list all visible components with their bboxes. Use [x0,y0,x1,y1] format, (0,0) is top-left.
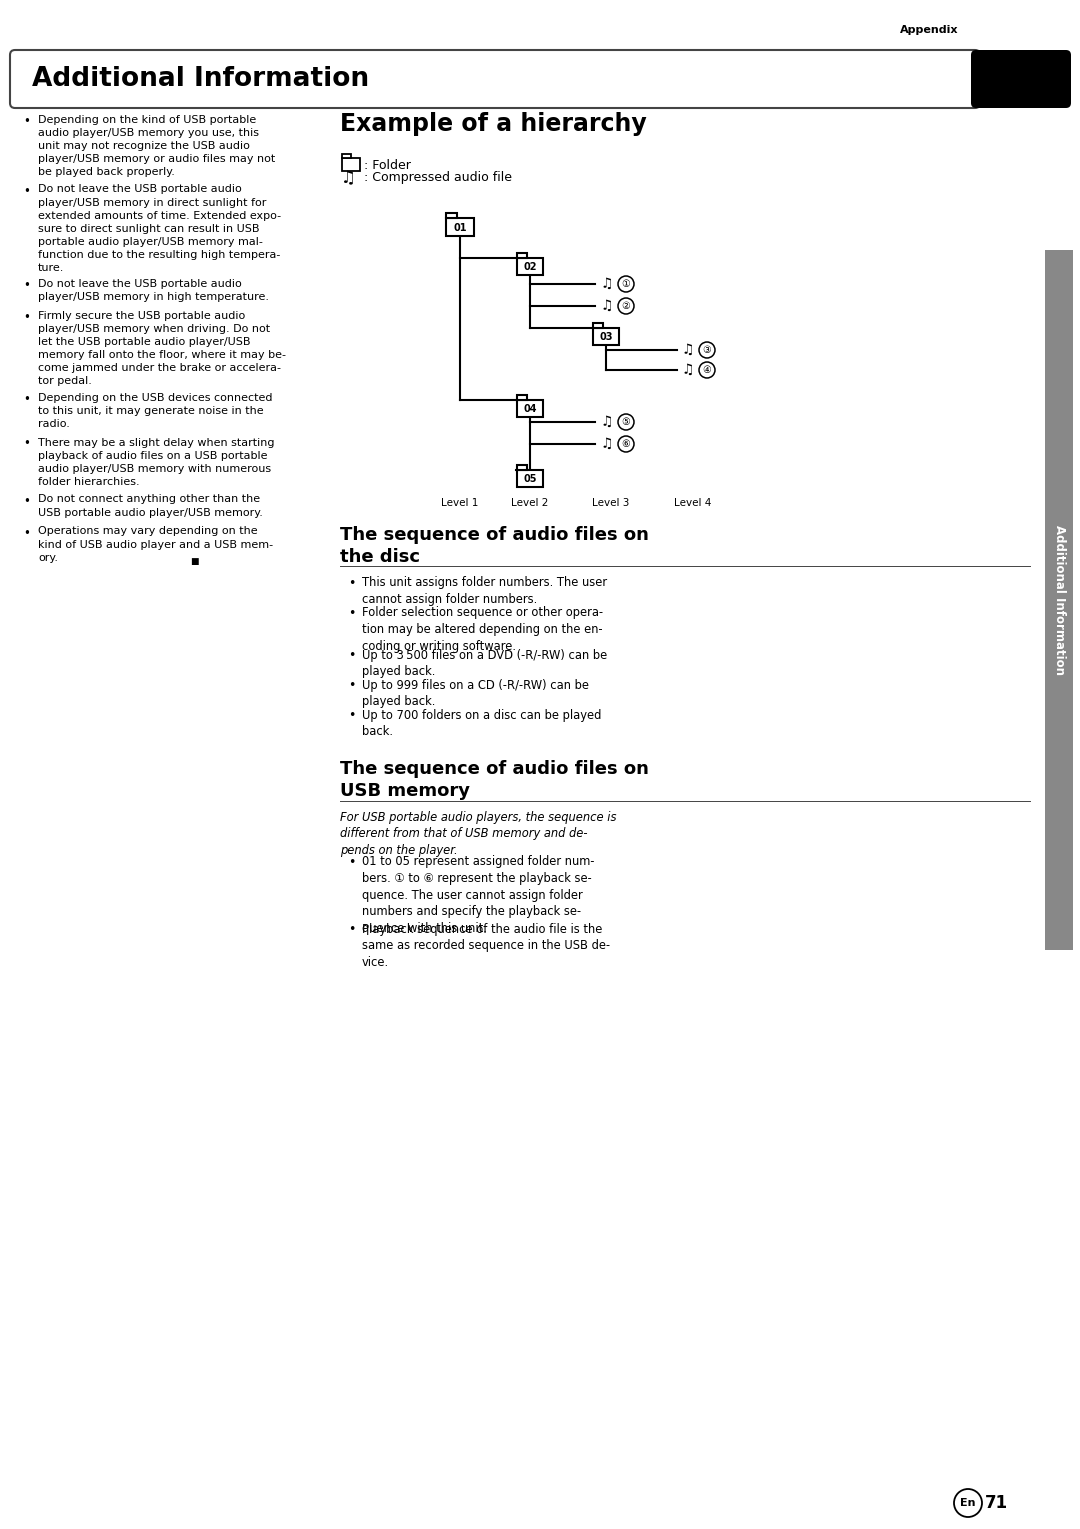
Text: 71: 71 [985,1494,1008,1512]
Bar [342,157,360,171]
Text: •: • [348,576,355,590]
Text: Up to 3 500 files on a DVD (-R/-RW) can be
played back.: Up to 3 500 files on a DVD (-R/-RW) can … [362,648,607,679]
Bar [342,154,351,157]
Text: ④: ④ [703,365,712,375]
Text: Operations may vary depending on the
kind of USB audio player and a USB mem-
ory: Operations may vary depending on the kin… [38,526,273,563]
Text: ①: ① [622,278,631,289]
Circle shape [618,298,634,313]
Text: •: • [348,856,355,868]
Text: There may be a slight delay when starting
playback of audio files on a USB porta: There may be a slight delay when startin… [38,437,274,486]
Text: Appendix: Appendix [900,24,959,35]
Text: ②: ② [622,301,631,310]
Text: •: • [348,650,355,662]
Text: : Compressed audio file: : Compressed audio file [364,171,512,185]
Text: Folder selection sequence or other opera-
tion may be altered depending on the e: Folder selection sequence or other opera… [362,605,603,653]
Text: •: • [348,924,355,936]
Text: ♫: ♫ [681,342,694,356]
Text: ■: ■ [190,557,199,566]
Text: ♫: ♫ [600,277,613,291]
FancyBboxPatch shape [10,50,980,109]
Text: En: En [960,1498,975,1508]
Text: Level 1: Level 1 [442,498,478,508]
Text: •: • [348,709,355,723]
Text: For USB portable audio players, the sequence is
different from that of USB memor: For USB portable audio players, the sequ… [340,810,617,858]
Text: •: • [23,185,30,197]
Text: ♫: ♫ [600,300,613,313]
Text: 05: 05 [523,474,537,485]
FancyBboxPatch shape [971,50,1071,109]
Circle shape [954,1489,982,1517]
Text: Up to 700 folders on a disc can be played
back.: Up to 700 folders on a disc can be playe… [362,708,602,739]
Bar [1045,251,1074,950]
Text: ♫: ♫ [600,437,613,451]
Text: Do not leave the USB portable audio
player/USB memory in high temperature.: Do not leave the USB portable audio play… [38,278,269,303]
Text: This unit assigns folder numbers. The user
cannot assign folder numbers.: This unit assigns folder numbers. The us… [362,576,607,605]
Text: 04: 04 [523,405,537,414]
Text: •: • [23,278,30,292]
Text: 02: 02 [523,263,537,272]
Text: •: • [348,607,355,619]
Text: 01: 01 [454,223,467,232]
Text: Depending on the USB devices connected
to this unit, it may generate noise in th: Depending on the USB devices connected t… [38,393,272,430]
Text: •: • [23,310,30,324]
Bar [517,465,527,469]
Bar [593,329,619,346]
Text: ♫: ♫ [600,414,613,430]
Text: ♫: ♫ [681,362,694,378]
Text: •: • [23,437,30,451]
Bar [517,401,543,417]
Bar [517,394,527,401]
Circle shape [618,414,634,430]
Text: : Folder: : Folder [364,159,410,171]
Circle shape [618,277,634,292]
Bar [517,469,543,488]
Text: Example of a hierarchy: Example of a hierarchy [340,112,647,136]
Text: ③: ③ [703,346,712,355]
Circle shape [699,342,715,358]
Text: Additional Information: Additional Information [1053,524,1066,674]
Text: Do not leave the USB portable audio
player/USB memory in direct sunlight for
ext: Do not leave the USB portable audio play… [38,185,281,272]
Text: Depending on the kind of USB portable
audio player/USB memory you use, this
unit: Depending on the kind of USB portable au… [38,115,275,177]
Circle shape [618,436,634,453]
Text: •: • [23,393,30,407]
Text: •: • [23,526,30,540]
Text: The sequence of audio files on
USB memory: The sequence of audio files on USB memor… [340,760,649,800]
Text: Level 4: Level 4 [674,498,712,508]
Bar [446,219,474,235]
Text: The sequence of audio files on
the disc: The sequence of audio files on the disc [340,526,649,566]
Text: 01 to 05 represent assigned folder num-
bers. ① to ⑥ represent the playback se-
: 01 to 05 represent assigned folder num- … [362,855,594,936]
Text: •: • [23,494,30,508]
Text: Up to 999 files on a CD (-R/-RW) can be
played back.: Up to 999 files on a CD (-R/-RW) can be … [362,679,589,708]
Text: 03: 03 [599,332,612,342]
Text: ⑤: ⑤ [622,417,631,427]
Text: Level 3: Level 3 [592,498,630,508]
Bar [593,323,603,329]
Text: Firmly secure the USB portable audio
player/USB memory when driving. Do not
let : Firmly secure the USB portable audio pla… [38,310,286,387]
Text: •: • [23,115,30,128]
Bar [446,213,457,219]
Text: Playback sequence of the audio file is the
same as recorded sequence in the USB : Playback sequence of the audio file is t… [362,922,610,969]
Circle shape [699,362,715,378]
Bar [517,252,527,258]
Text: Level 2: Level 2 [511,498,549,508]
Text: Do not connect anything other than the
USB portable audio player/USB memory.: Do not connect anything other than the U… [38,494,262,517]
Text: ⑥: ⑥ [622,439,631,450]
Text: •: • [348,679,355,693]
Text: ♫: ♫ [341,170,356,187]
Bar [517,258,543,275]
Text: Additional Information: Additional Information [32,66,369,92]
